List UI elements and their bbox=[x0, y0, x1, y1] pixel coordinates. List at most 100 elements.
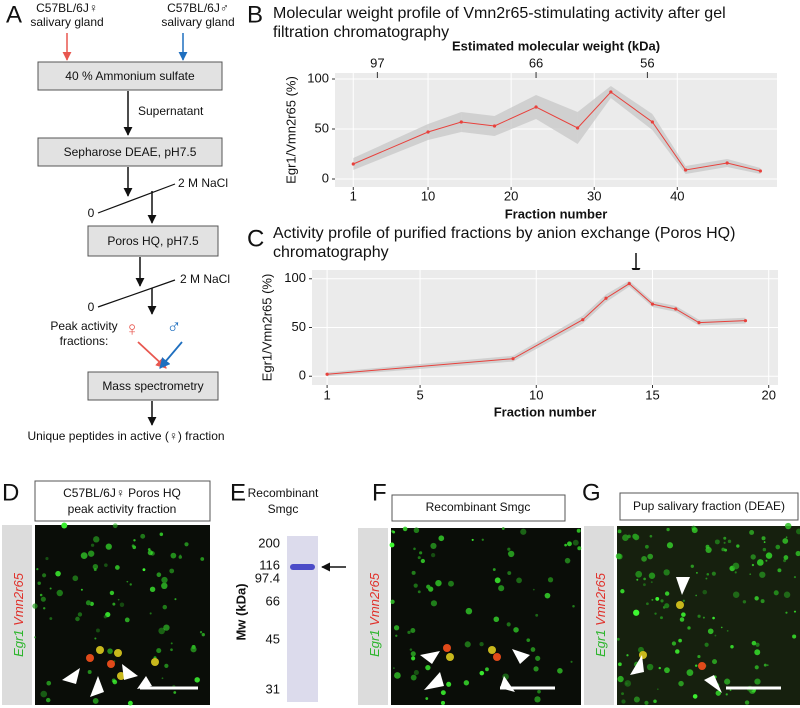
fluorescence-spot bbox=[402, 526, 408, 532]
fluorescence-spot bbox=[783, 591, 791, 598]
fluorescence-spot bbox=[658, 666, 661, 670]
fluorescence-spot bbox=[618, 662, 622, 667]
fluorescence-spot bbox=[80, 552, 88, 560]
fluorescence-spot bbox=[692, 694, 698, 699]
step-note: Supernatant bbox=[138, 104, 204, 118]
fluorescence-spot bbox=[409, 648, 413, 651]
caption: Recombinant Smgc bbox=[426, 500, 531, 514]
data-point bbox=[604, 296, 608, 300]
fluorescence-spot bbox=[126, 580, 129, 583]
gel-lane bbox=[287, 536, 318, 702]
x-tick-label: 5 bbox=[416, 387, 423, 402]
gradient-low: 0 bbox=[88, 206, 95, 220]
fluorescence-spot bbox=[112, 602, 116, 606]
fluorescence-spot bbox=[156, 648, 162, 654]
step-box bbox=[37, 137, 223, 167]
peak-label: Peak activity bbox=[50, 319, 117, 333]
step-label: Mass spectrometry bbox=[102, 379, 203, 393]
labeled-cell bbox=[96, 646, 104, 654]
error-band bbox=[652, 114, 686, 174]
fluorescence-spot bbox=[32, 603, 38, 609]
fluorescence-spot bbox=[646, 602, 649, 606]
fluorescence-spot bbox=[164, 663, 169, 668]
fluorescence-spot bbox=[765, 552, 773, 559]
fluorescence-spot bbox=[754, 649, 761, 656]
male-symbol: ♂ bbox=[167, 316, 182, 338]
side-bar bbox=[584, 526, 614, 705]
fluorescence-spot bbox=[704, 642, 709, 647]
data-point bbox=[697, 321, 701, 325]
stain-green: Egr1 bbox=[593, 629, 608, 656]
fluorescence-spot bbox=[36, 568, 39, 571]
x-tick-label: 1 bbox=[350, 188, 357, 203]
labeled-cell bbox=[639, 651, 647, 659]
fluorescence-spot bbox=[697, 614, 701, 618]
fluorescence-spot bbox=[695, 594, 697, 597]
gel-marker: 200 bbox=[258, 535, 280, 550]
gel-title: Smgc bbox=[268, 502, 299, 516]
fluorescence-spot bbox=[664, 591, 670, 596]
fluorescence-spot bbox=[647, 553, 654, 560]
x-tick-label: 1 bbox=[323, 387, 330, 402]
fluorescence-spot bbox=[657, 688, 659, 690]
data-point bbox=[725, 161, 729, 165]
fluorescence-spot bbox=[463, 680, 470, 686]
fluorescence-spot bbox=[105, 543, 112, 550]
fluorescence-spot bbox=[702, 589, 708, 595]
micrograph bbox=[391, 528, 581, 705]
fluorescence-spot bbox=[413, 527, 420, 533]
fluorescence-spot bbox=[720, 626, 723, 629]
fluorescence-spot bbox=[430, 542, 437, 549]
gel-band bbox=[290, 564, 315, 570]
fluorescence-spot bbox=[646, 663, 654, 671]
stain-label: Egr1 Vmn2r65 bbox=[11, 572, 26, 657]
fluorescence-spot bbox=[161, 576, 168, 584]
fluorescence-spot bbox=[410, 651, 416, 657]
data-point bbox=[627, 282, 631, 286]
fluorescence-spot bbox=[501, 527, 505, 531]
fluorescence-spot bbox=[643, 583, 646, 587]
fluorescence-spot bbox=[751, 563, 755, 567]
fluorescence-spot bbox=[641, 556, 647, 562]
fluorescence-spot bbox=[49, 587, 52, 590]
fluorescence-spot bbox=[170, 552, 177, 559]
fluorescence-spot bbox=[724, 678, 731, 685]
fluorescence-spot bbox=[694, 664, 698, 667]
fluorescence-spot bbox=[765, 559, 768, 562]
fluorescence-spot bbox=[649, 534, 653, 538]
arrow bbox=[137, 341, 167, 369]
fluorescence-spot bbox=[742, 600, 747, 604]
fluorescence-spot bbox=[420, 558, 425, 564]
fluorescence-spot bbox=[660, 599, 664, 603]
fluorescence-spot bbox=[410, 628, 416, 633]
gradient-line bbox=[97, 279, 176, 308]
fluorescence-spot bbox=[194, 677, 200, 683]
fluorescence-spot bbox=[705, 544, 710, 549]
stain-red: Vmn2r65 bbox=[367, 572, 382, 626]
step-label: Sepharose DEAE, pH7.5 bbox=[64, 145, 197, 159]
fluorescence-spot bbox=[777, 568, 782, 573]
fluorescence-spot bbox=[651, 598, 654, 601]
fluorescence-spot bbox=[109, 590, 115, 596]
panel-label: B bbox=[247, 1, 263, 28]
fluorescence-spot bbox=[479, 670, 485, 676]
gel-marker: 66 bbox=[266, 593, 280, 608]
fluorescence-spot bbox=[39, 593, 43, 597]
fluorescence-spot bbox=[61, 522, 68, 529]
fluorescence-spot bbox=[513, 627, 519, 633]
fluorescence-spot bbox=[129, 583, 132, 586]
fluorescence-spot bbox=[567, 541, 572, 547]
source-label: salivary gland bbox=[161, 15, 234, 29]
fluorescence-spot bbox=[707, 628, 714, 635]
fluorescence-spot bbox=[691, 527, 698, 534]
data-point bbox=[534, 105, 538, 109]
fluorescence-spot bbox=[147, 550, 153, 556]
fluorescence-spot bbox=[679, 617, 685, 622]
fluorescence-spot bbox=[170, 642, 173, 645]
fluorescence-spot bbox=[184, 542, 189, 547]
x-tick-label: 20 bbox=[761, 387, 775, 402]
fluorescence-spot bbox=[633, 609, 640, 616]
data-point bbox=[426, 130, 430, 134]
fluorescence-spot bbox=[544, 592, 551, 599]
fluorescence-spot bbox=[393, 625, 400, 631]
